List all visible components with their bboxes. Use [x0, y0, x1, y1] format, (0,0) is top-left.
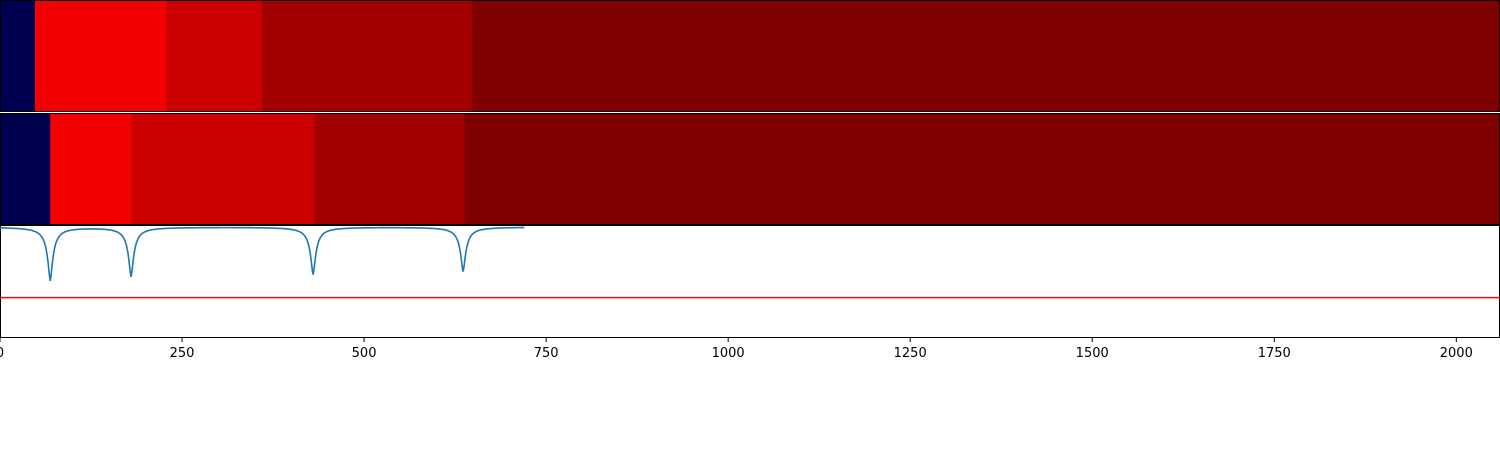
heatmap-middle-segment-1	[50, 113, 132, 225]
x-axis: 0 250 500 750 1000 1250 1500 1750 2000	[0, 338, 1473, 361]
heatmap-top-segment-0	[0, 0, 36, 112]
x-tick-label-1000: 1000	[712, 346, 745, 361]
heatmap-middle-segment-4	[464, 113, 1500, 225]
x-tick-label-1250: 1250	[894, 346, 927, 361]
heatmap-top-segment-2	[166, 0, 263, 112]
x-tick-label-1500: 1500	[1076, 346, 1109, 361]
heatmap-top-segment-3	[262, 0, 473, 112]
heatmap-middle-segment-2	[131, 113, 316, 225]
x-tick-label-750: 750	[534, 346, 559, 361]
x-tick-label-1750: 1750	[1258, 346, 1291, 361]
x-tick-label-0: 0	[0, 346, 4, 361]
x-tick-label-500: 500	[352, 346, 377, 361]
heatmap-middle	[0, 113, 1500, 225]
heatmap-middle-segment-0	[0, 113, 51, 225]
series-line	[0, 226, 525, 281]
heatmap-top-segment-4	[471, 0, 1500, 112]
heatmap-top	[0, 0, 1500, 112]
line-panel	[0, 225, 1500, 338]
heatmap-middle-segment-3	[314, 113, 466, 225]
x-tick-label-2000: 2000	[1440, 346, 1473, 361]
heatmap-top-segment-1	[34, 0, 167, 112]
line-panel-frame	[0, 225, 1500, 338]
x-tick-label-250: 250	[170, 346, 195, 361]
